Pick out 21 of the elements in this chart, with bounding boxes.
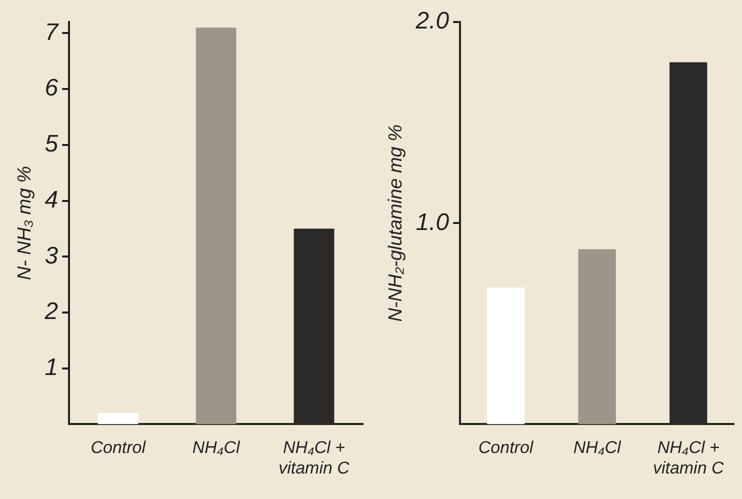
y-tick-label: 4 — [44, 186, 58, 214]
y-tick-label: 2 — [44, 298, 58, 326]
x-tick-label: Control — [478, 438, 534, 458]
y-axis-title: N-NH₂-glutamine mg % — [386, 124, 407, 322]
bar — [98, 413, 138, 424]
y-tick-label: 3 — [44, 242, 59, 270]
y-tick-label: 1 — [44, 354, 58, 382]
y-axis-title: N- NH₃ mg % — [14, 166, 36, 280]
y-tick-label: 2.0 — [414, 8, 450, 35]
bar — [486, 287, 525, 424]
x-tick-label: NH₄Cl — [192, 438, 241, 458]
bar — [578, 249, 616, 424]
x-tick-label: NH₄Cl + vitamin C — [278, 438, 350, 478]
y-tick-label: 7 — [44, 18, 60, 46]
x-tick-label: NH₄Cl — [573, 438, 622, 458]
y-tick-label: 1.0 — [416, 208, 450, 236]
x-tick-label: NH₄Cl + vitamin C — [652, 438, 724, 478]
x-tick-label: Control — [90, 438, 147, 458]
y-tick-label: 6 — [44, 74, 59, 102]
y-tick-label: 5 — [44, 130, 59, 158]
bar — [196, 28, 236, 424]
